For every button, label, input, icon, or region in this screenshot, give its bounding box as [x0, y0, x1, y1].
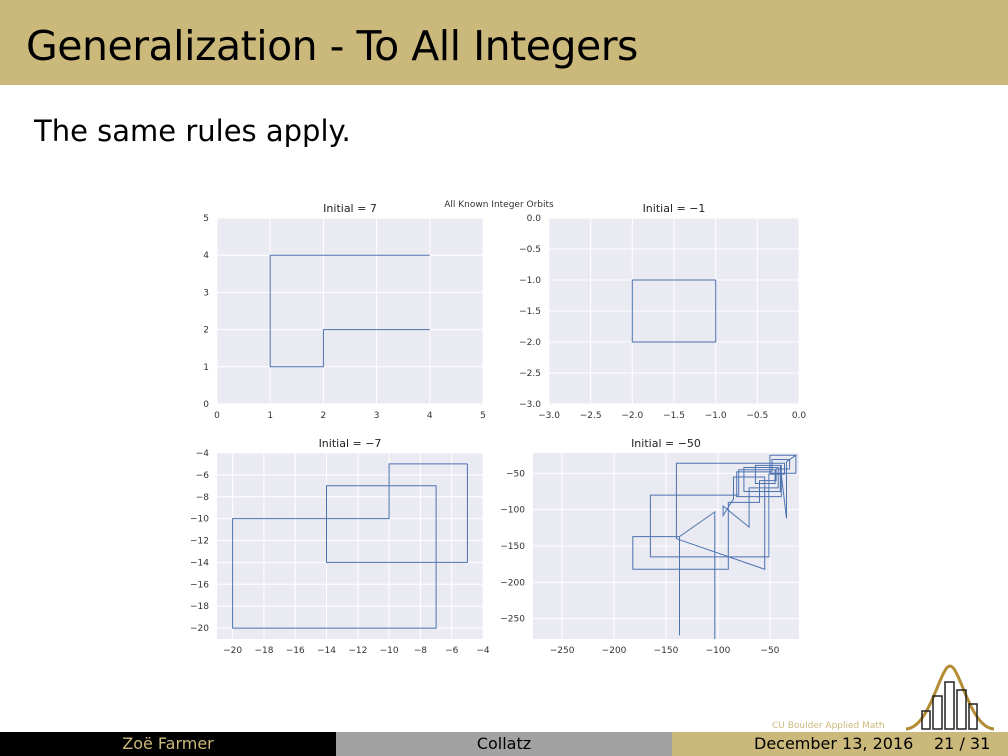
y-tick-label: −100 — [500, 506, 525, 516]
y-tick-label: −250 — [500, 615, 525, 625]
y-tick-label: 0.0 — [527, 214, 542, 224]
orbit-line — [269, 254, 430, 368]
x-tick-label: −2.5 — [580, 411, 602, 421]
y-tick-label: 2 — [203, 326, 209, 336]
y-tick-label: 4 — [203, 251, 209, 261]
x-tick-label: −12 — [348, 646, 367, 656]
y-tick-label: −150 — [500, 542, 525, 552]
y-tick-label: 3 — [203, 288, 209, 298]
plot-background — [217, 218, 483, 404]
panel-title: Initial = −50 — [631, 437, 701, 450]
x-tick-label: −3.0 — [538, 411, 560, 421]
y-tick-label: −14 — [190, 558, 209, 568]
x-tick-label: 1 — [267, 411, 273, 421]
x-tick-label: −16 — [286, 646, 305, 656]
footer-short-title: Collatz — [336, 732, 672, 756]
x-tick-label: 0.0 — [792, 411, 807, 421]
y-tick-label: −10 — [190, 515, 209, 525]
orbit-line — [631, 279, 717, 343]
y-tick-label: −1.0 — [519, 276, 541, 286]
panel-title: Initial = −1 — [643, 202, 706, 215]
x-tick-label: −0.5 — [746, 411, 768, 421]
orbit-line — [632, 454, 798, 639]
x-tick-label: −1.0 — [705, 411, 727, 421]
x-tick-label: −4 — [476, 646, 490, 656]
y-tick-label: −18 — [190, 602, 209, 612]
y-tick-label: −3.0 — [519, 400, 541, 410]
x-tick-label: −50 — [760, 646, 779, 656]
orbit-panel-2: −3.0 −2.5 −2.0 −1.5 −1.0 −0.5 0.0 0.0 −0.5 −1.0 −1… — [519, 202, 806, 421]
orbit-figure: All Known Integer Orbits 0 1 2 3 4 5 0 1 2 3 4 5 Ini… — [190, 200, 806, 656]
x-tick-label: −100 — [706, 646, 731, 656]
x-tick-label: −1.5 — [663, 411, 685, 421]
x-tick-label: −200 — [602, 646, 627, 656]
panel-title: Initial = 7 — [323, 202, 377, 215]
footer-info: December 13, 2016 21 / 31 — [672, 732, 1008, 756]
y-tick-label: −20 — [190, 624, 209, 634]
brand-label: CU Boulder Applied Math — [772, 721, 885, 731]
title-bar: Generalization - To All Integers — [0, 0, 1008, 85]
y-tick-label: −50 — [506, 469, 525, 479]
x-tick-label: 4 — [427, 411, 433, 421]
y-tick-label: −0.5 — [519, 245, 541, 255]
x-tick-label: −10 — [380, 646, 399, 656]
y-tick-label: −2.5 — [519, 369, 541, 379]
x-tick-label: −6 — [445, 646, 459, 656]
footer-author: Zoë Farmer — [0, 732, 336, 756]
cu-applied-math-logo — [905, 664, 995, 731]
y-tick-label: −200 — [500, 578, 525, 588]
x-tick-label: −150 — [654, 646, 679, 656]
y-tick-label: 5 — [203, 214, 209, 224]
y-tick-label: −2.0 — [519, 338, 541, 348]
x-tick-label: −18 — [254, 646, 273, 656]
x-tick-label: 3 — [374, 411, 380, 421]
x-tick-label: −20 — [223, 646, 242, 656]
x-tick-label: −8 — [414, 646, 428, 656]
y-tick-label: −12 — [190, 537, 209, 547]
panel-title: Initial = −7 — [319, 437, 382, 450]
orbit-line — [232, 463, 468, 629]
plot-background — [217, 453, 483, 639]
x-tick-label: −2.0 — [621, 411, 643, 421]
x-tick-label: −14 — [317, 646, 336, 656]
orbit-panel-3: −20 −18 −16 −14 −12 −10 −8 −6 −4 −4 −6 −8 −10 −12 −14 −… — [190, 437, 490, 656]
orbit-panel-1: 0 1 2 3 4 5 0 1 2 3 4 5 Initial = 7 — [203, 202, 486, 421]
x-tick-label: 5 — [480, 411, 486, 421]
footer-bar: Zoë Farmer Collatz December 13, 2016 21 … — [0, 732, 1008, 756]
y-tick-label: −6 — [196, 471, 210, 481]
x-tick-label: 0 — [214, 411, 220, 421]
orbit-panel-4: −250 −200 −150 −100 −50 −50 −100 −150 −200 −250 In… — [500, 437, 799, 656]
x-tick-label: 2 — [321, 411, 327, 421]
footer-date: December 13, 2016 — [754, 734, 914, 753]
y-tick-label: −1.5 — [519, 307, 541, 317]
footer-page-number: 21 / 31 — [934, 734, 991, 753]
y-tick-label: −4 — [196, 449, 210, 459]
y-tick-label: 0 — [203, 400, 209, 410]
figure-suptitle: All Known Integer Orbits — [444, 200, 554, 210]
x-tick-label: −250 — [550, 646, 575, 656]
y-tick-label: −16 — [190, 580, 209, 590]
y-tick-label: −8 — [196, 493, 210, 503]
slide-title: Generalization - To All Integers — [26, 22, 638, 70]
y-tick-label: 1 — [203, 363, 209, 373]
slide-body-text: The same rules apply. — [34, 114, 351, 148]
